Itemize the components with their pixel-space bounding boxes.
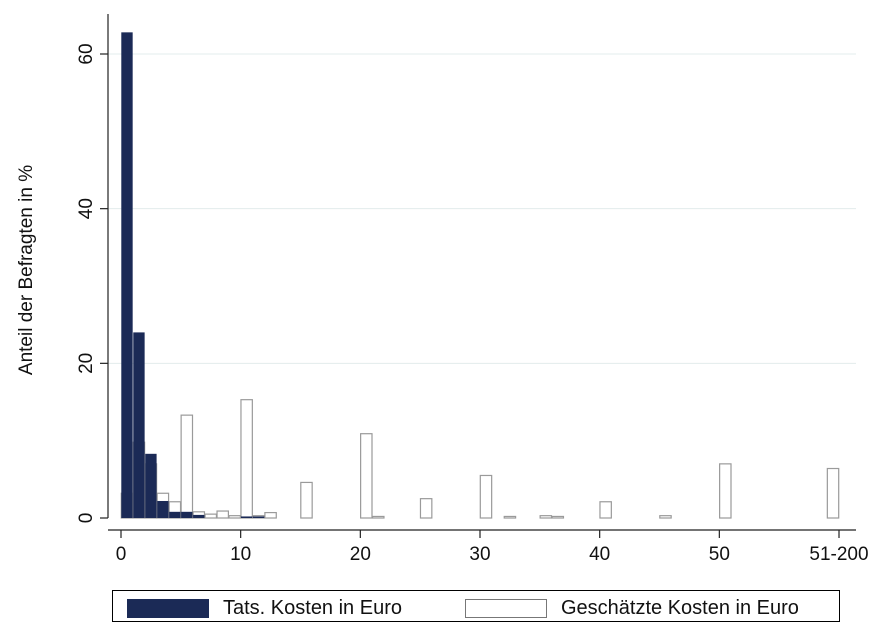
bar-estimated-18: [503, 515, 517, 519]
bar-actual-1: [133, 332, 145, 518]
x-tick-label-3: 30: [469, 544, 490, 565]
gridlines: [108, 53, 856, 364]
y-axis-label: Anteil der Befragten in %: [16, 165, 37, 375]
y-tick-label-3: 60: [76, 43, 97, 64]
bar-estimated-17: [479, 474, 493, 519]
bar-estimated-15: [371, 515, 385, 519]
bar-estimated-14: [360, 433, 373, 519]
x-tick-label-0: 0: [116, 544, 127, 565]
x-tick-label-4: 40: [589, 544, 610, 565]
y-tick-label-2: 40: [76, 198, 97, 219]
x-tick-label-6: 51-200: [809, 544, 868, 565]
bar-actual-3: [157, 500, 169, 518]
bar-actual-4: [169, 511, 181, 518]
bar-estimated-23: [719, 463, 732, 519]
legend-swatch-estimated: [465, 599, 547, 618]
bars: [120, 32, 840, 519]
legend-swatch-actual: [127, 599, 209, 618]
legend-label-actual: Tats. Kosten in Euro: [223, 597, 402, 619]
x-tick-label-1: 10: [230, 544, 251, 565]
bar-estimated-12: [264, 511, 277, 519]
bar-estimated-19: [539, 515, 553, 519]
bar-estimated-5: [180, 414, 194, 519]
bar-estimated-16: [419, 498, 433, 519]
bar-estimated-7: [204, 513, 218, 519]
x-tick-label-5: 50: [709, 544, 730, 565]
bar-estimated-22: [659, 515, 672, 519]
bar-actual-6: [193, 514, 205, 518]
axes: 0 20 40 60 0 10 20 30 40 50 51-200: [76, 14, 869, 565]
y-tick-label-0: 0: [76, 513, 97, 524]
chart-svg: 0 20 40 60 0 10 20 30 40 50 51-200 Anteil der Befr…: [16, 14, 869, 565]
bar-actual-2: [145, 453, 157, 518]
y-tick-label-1: 20: [76, 353, 97, 374]
bar-estimated-20: [551, 515, 565, 519]
bar-actual-7: [240, 516, 253, 518]
legend-label-estimated: Geschätzte Kosten in Euro: [561, 597, 799, 619]
bar-actual-5: [181, 511, 193, 518]
legend: Tats. Kosten in Euro Geschätzte Kosten i…: [112, 590, 840, 622]
legend-item-estimated: Geschätzte Kosten in Euro: [465, 597, 799, 620]
bar-estimated-24: [826, 467, 840, 519]
bar-estimated-13: [300, 481, 313, 519]
legend-item-actual: Tats. Kosten in Euro: [127, 597, 402, 620]
x-tick-label-2: 20: [350, 544, 371, 565]
bar-estimated-10: [240, 399, 253, 519]
bar-estimated-8: [216, 510, 230, 519]
bar-estimated-21: [599, 501, 612, 519]
bar-actual-8: [252, 516, 265, 518]
bar-estimated-9: [228, 515, 241, 519]
bar-actual-0: [121, 32, 133, 518]
